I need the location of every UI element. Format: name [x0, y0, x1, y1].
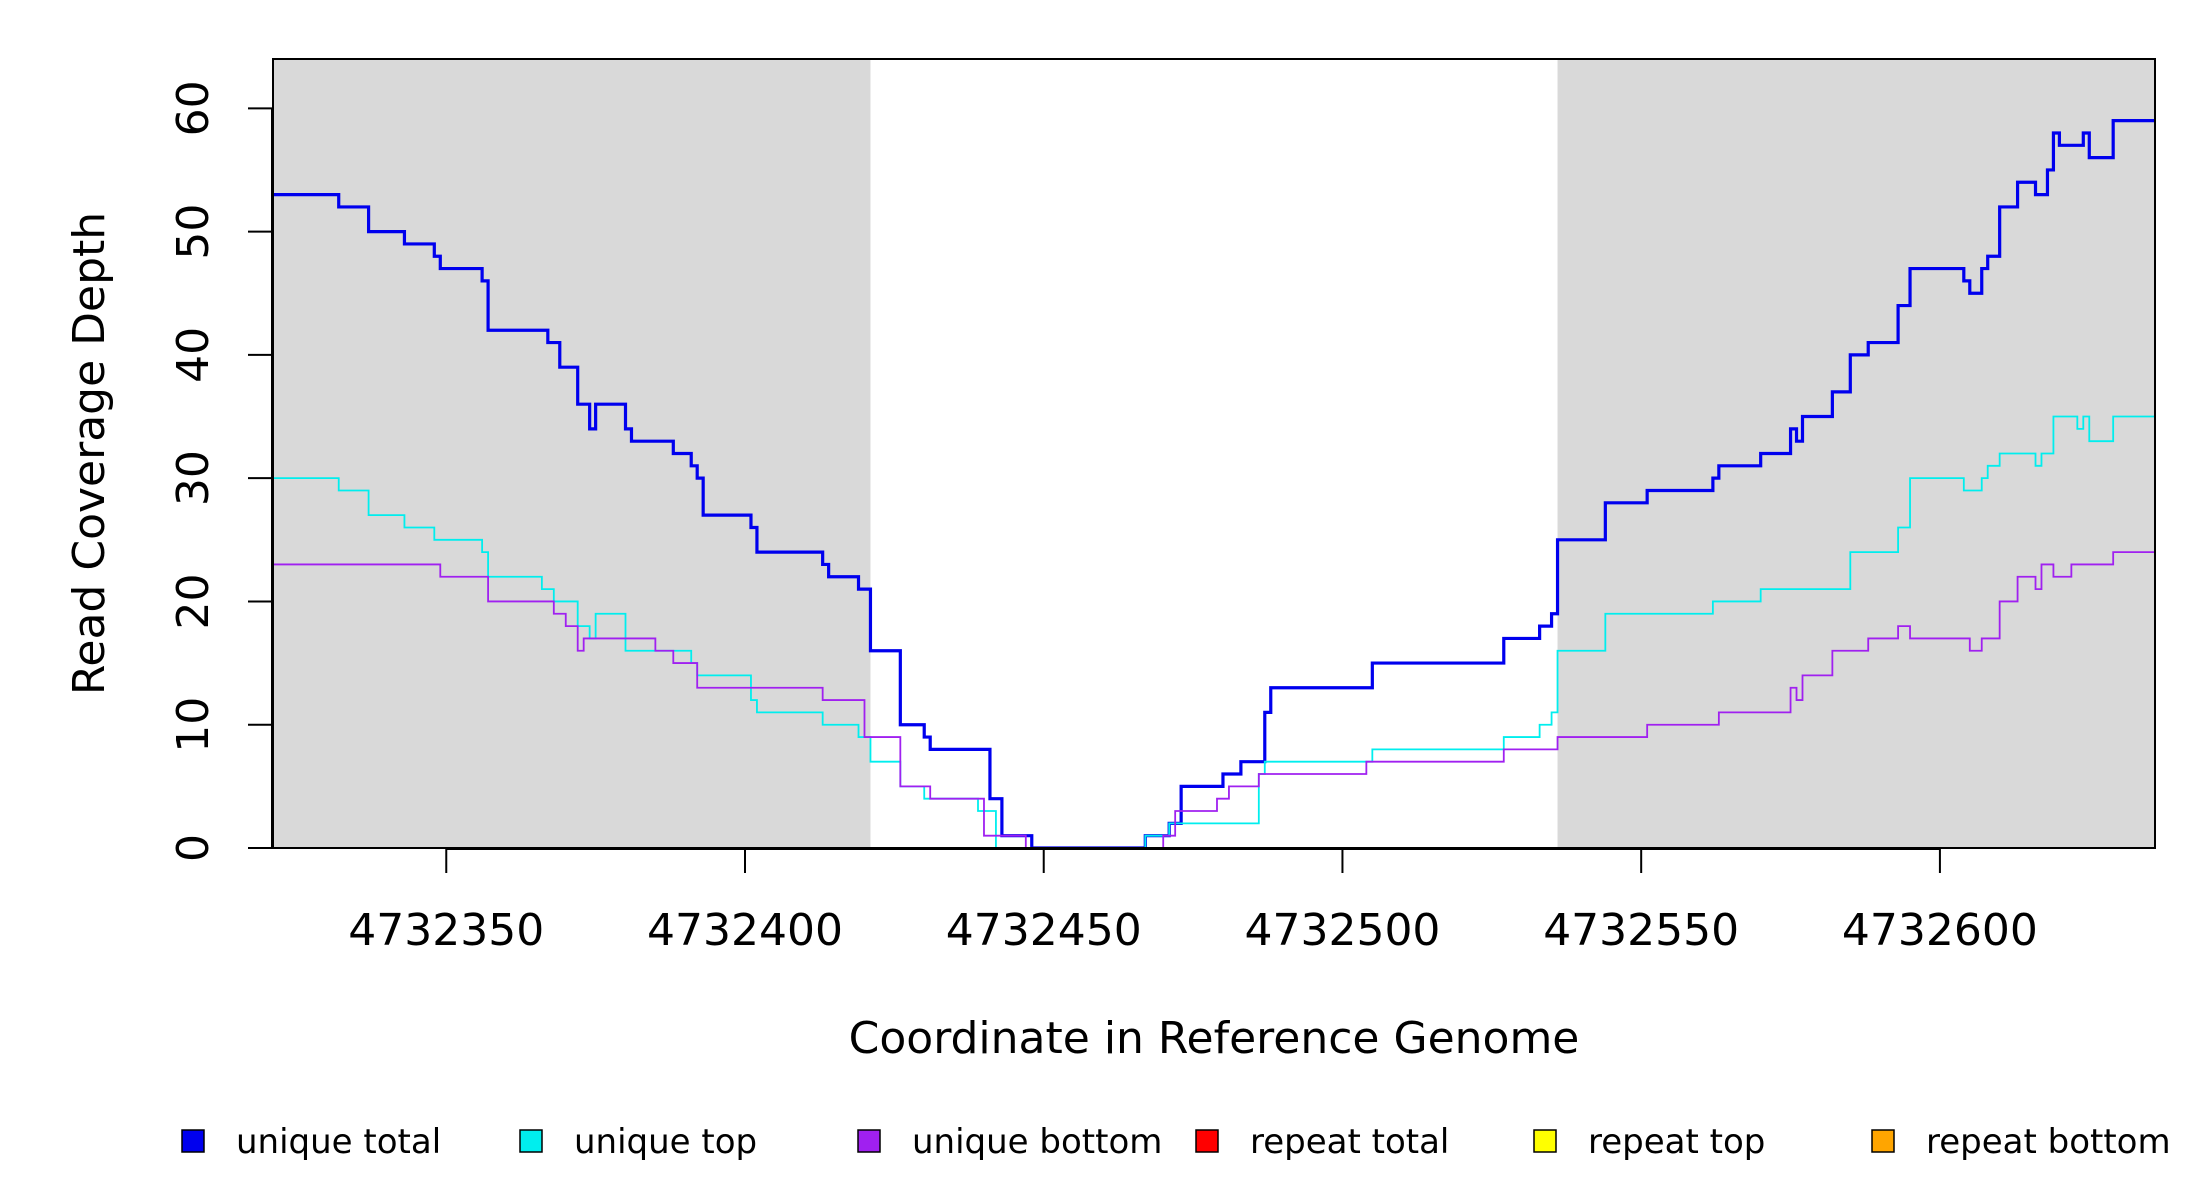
- legend-swatch-unique-bottom: [857, 1129, 881, 1153]
- legend-label-repeat-top: repeat top: [1588, 1122, 1765, 1162]
- legend-swatch-unique-total: [181, 1129, 205, 1153]
- legend-swatch-repeat-total: [1195, 1129, 1219, 1153]
- series-line-unique-total: [273, 119, 2155, 850]
- y-tick-label: 10: [168, 697, 219, 753]
- legend-label-repeat-bottom: repeat bottom: [1926, 1122, 2171, 1162]
- y-axis: 0 10 20 30 40 50 60: [168, 80, 273, 862]
- shaded-region-2: [1557, 59, 2155, 848]
- x-tick-label: 4732400: [647, 905, 843, 956]
- y-axis-title: Read Coverage Depth: [64, 212, 115, 695]
- y-tick-label: 40: [168, 327, 219, 383]
- legend-swatch-unique-top: [519, 1129, 543, 1153]
- y-tick-label: 20: [168, 573, 219, 629]
- legend-label-unique-total: unique total: [236, 1122, 441, 1162]
- shaded-region-1: [273, 59, 871, 848]
- x-axis: 4732350 4732400 4732450 4732500 4732550 47326…: [348, 848, 2038, 956]
- legend-swatch-repeat-top: [1533, 1129, 1557, 1153]
- series-line-unique-bottom: [273, 551, 2155, 849]
- legend-label-repeat-total: repeat total: [1250, 1122, 1449, 1162]
- x-tick-label: 4732600: [1842, 905, 2038, 956]
- y-tick-label: 0: [168, 834, 219, 862]
- x-tick-label: 4732450: [946, 905, 1142, 956]
- x-tick-label: 4732350: [348, 905, 544, 956]
- series-line-unique-top: [273, 415, 2155, 849]
- y-tick-label: 50: [168, 204, 219, 260]
- legend: unique total unique top unique bottom repea…: [181, 1122, 2171, 1162]
- legend-swatch-repeat-bottom: [1871, 1129, 1895, 1153]
- y-tick-label: 30: [168, 450, 219, 506]
- y-tick-label: 60: [168, 80, 219, 136]
- legend-label-unique-top: unique top: [574, 1122, 757, 1162]
- legend-label-unique-bottom: unique bottom: [912, 1122, 1162, 1162]
- x-axis-title: Coordinate in Reference Genome: [849, 1013, 1580, 1064]
- shaded-regions: [273, 59, 2155, 848]
- x-tick-label: 4732550: [1543, 905, 1739, 956]
- x-tick-label: 4732500: [1244, 905, 1440, 956]
